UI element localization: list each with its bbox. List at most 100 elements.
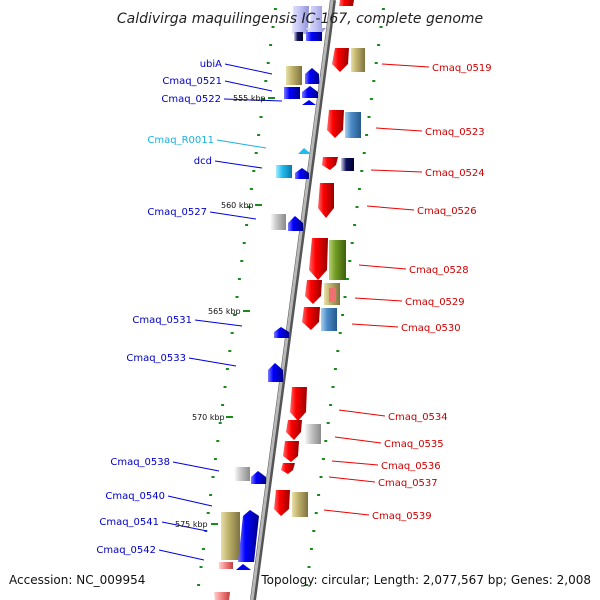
gene-label-right[interactable]: Cmaq_0526 [417,206,477,217]
tick-right [321,458,325,460]
gene-label-left[interactable]: Cmaq_0541 [99,517,159,528]
feature-top-cluster [292,0,354,41]
right-strand-labels: Cmaq_0519 Cmaq_0523 Cmaq_0524 Cmaq_0526 Cmaq… [372,63,492,522]
leader-line-left [161,521,208,532]
feature-cmaq-0531 [274,327,289,338]
kbp-label: 575 kbp [175,520,208,529]
leader-line-right [358,264,407,270]
tick-left [223,386,227,388]
leader-line-right [351,323,399,328]
leader-line-left [224,80,273,92]
gene-label-left[interactable]: Cmaq_R0011 [147,135,214,146]
feature-cmaq-0538-b [251,471,266,484]
feature-dcd-b [295,168,309,179]
gene-label-right[interactable]: Cmaq_0530 [401,323,461,334]
tick-right [324,440,328,442]
tick-right [360,170,364,172]
leader-line-right [334,436,382,444]
tick-left [247,206,251,208]
feature-cmaq-0524-b [341,158,354,171]
tick-tracks [197,8,385,586]
genome-summary-text: Topology: circular; Length: 2,077,567 bp… [261,573,591,587]
gene-label-left[interactable]: Cmaq_0527 [147,207,207,218]
tick-left [252,170,256,172]
gene-label-left[interactable]: Cmaq_0522 [161,94,221,105]
tick-right [307,566,311,568]
feature-cmaq-0536 [283,441,299,462]
gene-label-left[interactable]: Cmaq_0542 [96,545,156,556]
gene-label-left[interactable]: dcd [194,156,212,167]
tick-left [201,548,205,550]
gene-label-right[interactable]: Cmaq_0537 [378,478,438,489]
feature-cmaq-0523 [327,110,344,138]
gene-label-right[interactable]: Cmaq_0539 [372,511,432,522]
tick-right [329,404,333,406]
tick-left [264,80,268,82]
tick-right [333,368,337,370]
tick-right [312,530,316,532]
map-title: Caldivirga maquilingensis IC-167, comple… [117,11,483,27]
tick-left [242,242,246,244]
gene-label-left[interactable]: Cmaq_0533 [126,353,186,364]
gene-label-left[interactable]: ubiA [200,59,222,70]
tick-right [350,242,354,244]
tick-left [273,8,277,10]
tick-left [199,566,203,568]
feature-cmaq-0541-b [238,510,259,562]
gene-label-left[interactable]: Cmaq_0538 [110,457,170,468]
feature-cmaq-0527 [270,214,286,230]
gene-label-right[interactable]: Cmaq_0536 [381,461,441,472]
tick-right [369,98,373,100]
kbp-label: 560 kbp [221,201,254,210]
tick-left [206,512,210,514]
tick-left [228,350,232,352]
gene-label-right[interactable]: Cmaq_0524 [425,168,485,179]
feature-cmaq-0522 [284,87,300,99]
kbp-label: 555 kbp [233,94,266,103]
leader-line-right [381,63,430,68]
tick-right [319,476,323,478]
gene-label-right[interactable]: Cmaq_0529 [405,297,465,308]
tick-right [326,422,330,424]
tick-left [235,296,239,298]
kbp-tick [226,416,233,418]
tick-right [365,134,369,136]
tick-right [305,584,309,586]
gene-label-right[interactable]: Cmaq_0528 [409,265,469,276]
feature-cmaq-0530 [302,307,320,330]
gene-label-right[interactable]: Cmaq_0534 [388,412,448,423]
tick-left [225,368,229,370]
tick-right [338,332,342,334]
gene-label-left[interactable]: Cmaq_0531 [132,315,192,326]
gene-label-left[interactable]: Cmaq_0521 [162,76,222,87]
tick-left [266,62,270,64]
feature-cmaq-0528-b [329,240,346,280]
gene-label-left[interactable]: Cmaq_0540 [105,491,165,502]
tick-right [377,44,381,46]
gene-label-right[interactable]: Cmaq_0523 [425,127,485,138]
leader-line-left [224,63,273,75]
kbp-label: 570 kbp [192,413,225,422]
tick-right [379,26,383,28]
tick-left [213,458,217,460]
tick-right [374,62,378,64]
leader-line-right [323,509,370,516]
feature-cmaq-0526 [318,183,334,218]
kbp-tick [243,310,250,312]
leader-line-left [209,211,257,220]
feature-cmaq-0523-b [345,112,361,138]
gene-label-right[interactable]: Cmaq_0535 [384,439,444,450]
leader-line-left [167,495,213,507]
tick-right [309,548,313,550]
genome-backbone [250,0,336,600]
leader-line-left [172,461,220,472]
feature-cmaq-0528 [309,238,328,280]
tick-left [254,152,258,154]
feature-cmaq-0521 [305,68,319,84]
leader-line-left [216,139,267,149]
gene-label-right[interactable]: Cmaq_0519 [432,63,492,74]
tick-left [271,26,275,28]
feature-cmaq-0519 [332,48,349,72]
leader-lines [158,63,430,561]
